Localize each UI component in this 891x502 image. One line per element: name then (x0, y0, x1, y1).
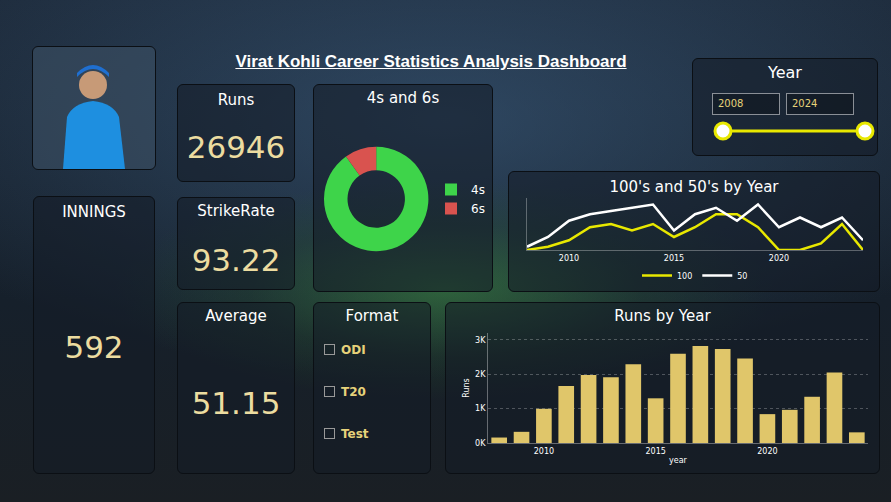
svg-text:2020: 2020 (757, 447, 777, 456)
html-text:ODI: ODI (341, 343, 366, 357)
html-text:Format: Format (345, 307, 399, 325)
html-text:Runs by Year: Runs by Year (614, 307, 711, 325)
html-text:Runs: Runs (217, 91, 255, 109)
svg-text:3K: 3K (475, 336, 486, 345)
html-text:4s and 6s: 4s and 6s (366, 89, 440, 107)
html-text:Virat Kohli Career Statistics: Virat Kohli Career Statistics Analysis D… (235, 52, 627, 71)
svg-text:2010: 2010 (559, 254, 579, 263)
html-text:592: 592 (64, 329, 124, 365)
html-text:93.22: 93.22 (191, 242, 281, 278)
svg-text:6s: 6s (471, 202, 485, 216)
html-text:INNINGS: INNINGS (62, 203, 126, 221)
html-text:Year: Year (768, 63, 802, 82)
html-text:T20: T20 (341, 385, 366, 399)
svg-text:2015: 2015 (645, 447, 665, 456)
svg-text:2015: 2015 (664, 254, 684, 263)
svg-text:50: 50 (737, 272, 747, 281)
svg-text:0K: 0K (475, 439, 486, 448)
html-text:100's and 50's by Year: 100's and 50's by Year (609, 178, 779, 196)
svg-text:2010: 2010 (534, 447, 554, 456)
svg-text:year: year (669, 456, 688, 465)
svg-text:4s: 4s (471, 183, 485, 197)
html-text:Average: Average (205, 307, 267, 325)
html-text:2008: 2008 (718, 98, 744, 109)
svg-text:Runs: Runs (462, 378, 471, 398)
svg-text:1K: 1K (475, 404, 486, 413)
svg-text:100: 100 (677, 272, 692, 281)
svg-text:2K: 2K (475, 370, 486, 379)
svg-text:2020: 2020 (769, 254, 789, 263)
html-text:51.15: 51.15 (191, 385, 281, 421)
html-text:StrikeRate: StrikeRate (197, 202, 275, 220)
html-text:26946: 26946 (186, 129, 286, 165)
html-text:Test: Test (341, 427, 369, 441)
html-text:2024: 2024 (792, 98, 818, 109)
